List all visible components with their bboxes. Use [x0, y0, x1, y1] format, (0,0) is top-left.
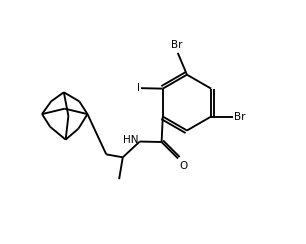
- Text: HN: HN: [123, 135, 138, 145]
- Text: Br: Br: [171, 41, 182, 51]
- Text: Br: Br: [234, 112, 246, 122]
- Text: I: I: [137, 83, 140, 93]
- Text: O: O: [179, 162, 188, 172]
